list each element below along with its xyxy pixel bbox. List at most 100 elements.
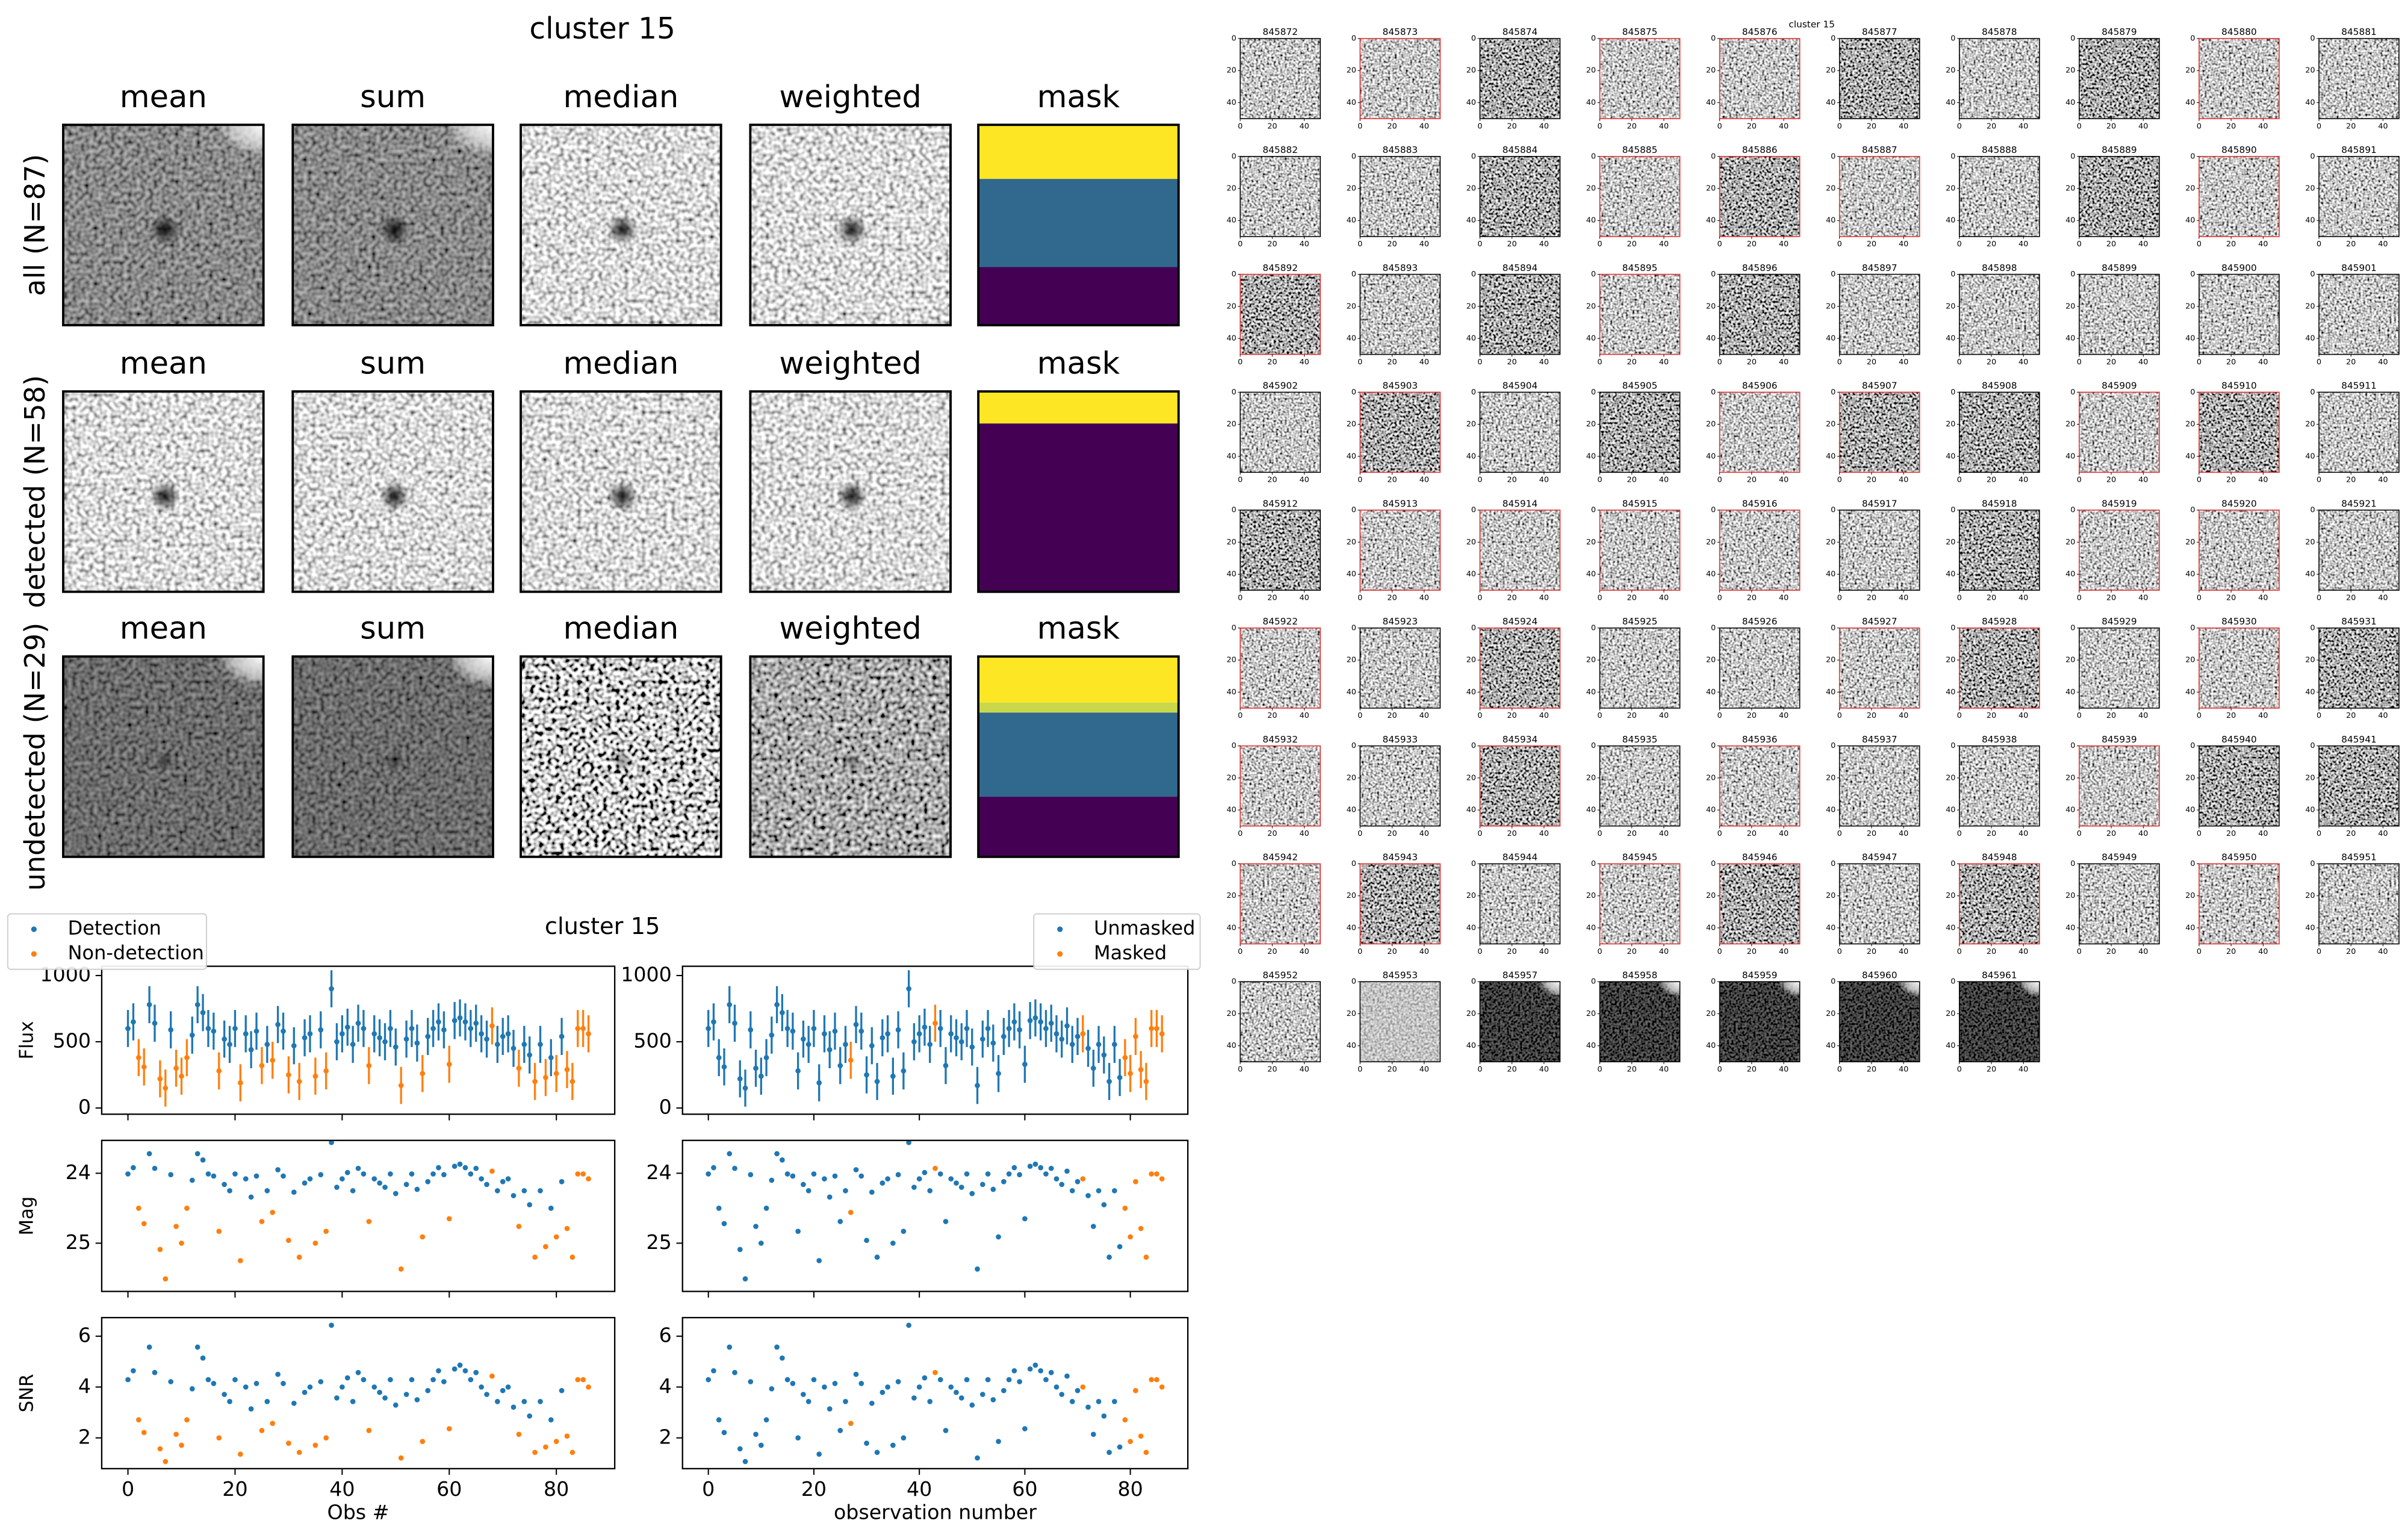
data-point <box>853 1371 859 1377</box>
data-point <box>816 1258 822 1263</box>
data-point <box>901 1068 907 1074</box>
data-point <box>323 1435 329 1441</box>
y-tick-label: 0 <box>1831 152 1835 161</box>
x-tick-label: 0 <box>1358 358 1362 367</box>
data-point <box>758 1073 764 1079</box>
y-tick-label: 40 <box>1226 98 1236 107</box>
thumbnail-id: 845943 <box>1382 852 1418 863</box>
thumbnail-image <box>1600 627 1680 708</box>
x-tick-label: 40 <box>1659 240 1669 249</box>
data-point <box>769 1032 775 1038</box>
data-point <box>253 1028 259 1034</box>
x-tick-label: 40 <box>1899 240 1908 249</box>
y-tick-label: 40 <box>2185 923 2195 932</box>
data-point <box>790 1173 796 1179</box>
x-tick-label: 0 <box>1717 1065 1722 1074</box>
thumbnail-frame <box>1599 863 1681 945</box>
thumbnail-image <box>1600 392 1680 473</box>
data-point <box>790 1381 796 1386</box>
thumbnail-frame <box>1240 155 1321 237</box>
x-tick-label: 20 <box>2346 711 2356 720</box>
data-point <box>801 1036 806 1042</box>
thumbnail-frame <box>1599 627 1681 709</box>
x-tick-label: 0 <box>2197 240 2202 249</box>
thumbnail-id: 845885 <box>1622 145 1658 155</box>
thumbnail-frame <box>1599 509 1681 591</box>
data-point <box>425 1387 431 1393</box>
data-point <box>1159 1031 1165 1037</box>
data-point <box>885 1031 890 1037</box>
y-tick-label: 20 <box>1706 184 1716 193</box>
data-point <box>853 1021 859 1027</box>
x-tick-label: 20 <box>2106 358 2116 367</box>
y-tick-label: 0 <box>1711 623 1716 632</box>
data-point <box>706 1171 712 1177</box>
y-tick-label: 0 <box>2310 859 2315 868</box>
x-tick-label: 20 <box>1867 593 1876 602</box>
y-tick-label: 40 <box>1586 334 1596 343</box>
data-point <box>403 1392 409 1397</box>
thumbnail-id: 845900 <box>2221 263 2257 273</box>
thumbnail-image <box>2319 274 2400 355</box>
data-point <box>880 1035 886 1041</box>
thumbnail-image <box>2319 156 2400 237</box>
source-blob <box>379 481 410 512</box>
y-tick-label: 20 <box>1466 773 1476 782</box>
data-point <box>414 1040 420 1046</box>
data-point <box>575 1171 581 1177</box>
data-point <box>382 1039 388 1045</box>
thumbnail-image <box>2319 627 2400 708</box>
data-point <box>795 1068 801 1074</box>
data-point <box>721 1430 727 1436</box>
y-tick-label: 20 <box>1466 420 1476 429</box>
data-point <box>858 1028 864 1034</box>
x-tick-label: 0 <box>1957 947 1962 956</box>
y-tick-label: 0 <box>1471 388 1476 397</box>
thumbnail-image <box>1719 864 1800 944</box>
y-tick-label: 20 <box>1826 420 1835 429</box>
data-point <box>837 1063 843 1068</box>
legend-label: Masked <box>1094 941 1167 964</box>
data-point <box>194 1151 200 1157</box>
thumbnail-id: 845903 <box>1382 381 1418 391</box>
y-tick-label: 20 <box>1466 656 1476 665</box>
x-tick-label: 40 <box>1779 1065 1789 1074</box>
y-tick-label: 20 <box>1226 538 1236 547</box>
thumbnail-frame <box>2199 509 2280 591</box>
thumbnail-frame <box>2199 38 2280 119</box>
thumbnail-id: 845912 <box>1262 498 1298 509</box>
data-point <box>964 1171 970 1177</box>
data-point <box>805 1399 811 1404</box>
x-tick-label: 0 <box>1358 122 1362 131</box>
x-tick-label: 0 <box>1238 947 1243 956</box>
data-point <box>329 1139 334 1145</box>
data-point <box>1069 1041 1075 1047</box>
data-point <box>355 1369 361 1375</box>
data-point <box>1011 1019 1017 1025</box>
x-tick-label: 0 <box>1717 711 1722 720</box>
data-point <box>774 1344 780 1350</box>
data-point <box>811 1171 817 1177</box>
data-point <box>937 1171 943 1177</box>
thumbnail-image <box>1719 38 1800 119</box>
x-tick-label: 20 <box>1507 711 1516 720</box>
data-point <box>462 1368 468 1374</box>
x-tick-label: 0 <box>1358 711 1362 720</box>
data-point <box>489 1373 495 1379</box>
data-point <box>996 1234 1001 1240</box>
data-point <box>1101 1413 1107 1419</box>
thumbnail-id: 845913 <box>1382 498 1418 509</box>
x-tick-label: 20 <box>1987 829 1996 838</box>
x-tick-label: 20 <box>1987 240 1996 249</box>
x-tick-label: 40 <box>1659 947 1669 956</box>
data-point <box>954 1389 959 1395</box>
thumbnail-id: 845949 <box>2102 852 2137 863</box>
y-tick-label: 0 <box>1471 623 1476 632</box>
